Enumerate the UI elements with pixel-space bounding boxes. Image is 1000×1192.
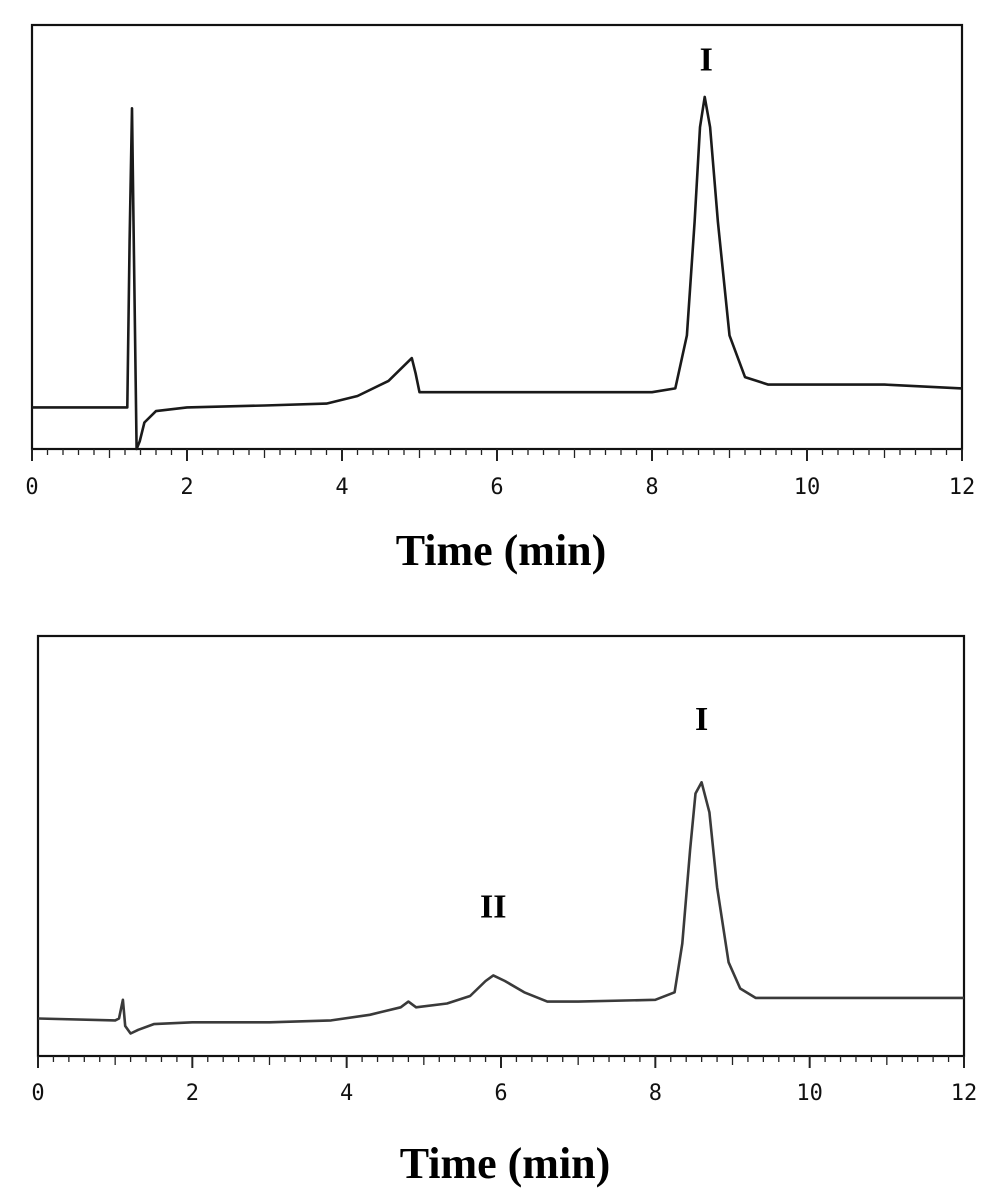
peak-label: I (695, 701, 708, 738)
x-tick-label: 2 (186, 1081, 199, 1106)
x-tick-label: 4 (340, 1081, 353, 1106)
x-tick-label: 12 (951, 1081, 978, 1106)
x-tick-label: 8 (649, 1081, 662, 1106)
x-tick-label: 6 (494, 1081, 507, 1106)
x-tick-label: 0 (31, 1081, 44, 1106)
peak-label: I (700, 41, 713, 78)
chromatogram-trace (37, 781, 964, 1035)
x-tick-label: 10 (796, 1081, 823, 1106)
x-tick-label: 8 (645, 475, 658, 500)
x-tick-label: 4 (335, 475, 348, 500)
x-axis-title: Time (min) (400, 1139, 611, 1188)
x-tick-label: 10 (794, 475, 821, 500)
chromatogram-panel-top: 0 2 4 6 8 10 12 Time (min) I (25, 23, 976, 575)
x-tick-label: 12 (949, 475, 976, 500)
peak-label: II (480, 888, 506, 925)
plot-frame (36, 634, 966, 1058)
x-axis-title: Time (min) (396, 526, 607, 575)
x-tick-label: 6 (490, 475, 503, 500)
x-tick-label: 0 (25, 475, 38, 500)
x-tick-label: 2 (180, 475, 193, 500)
chromatogram-trace (32, 95, 963, 451)
